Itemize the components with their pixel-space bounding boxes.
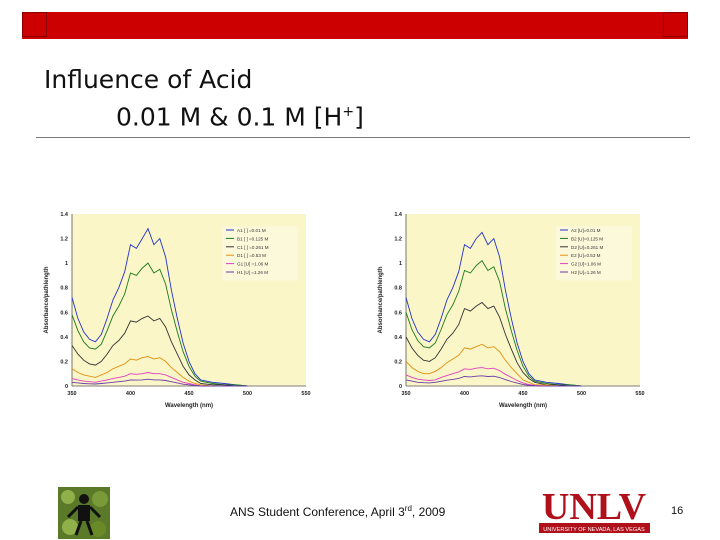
title-line-1: Influence of Acid bbox=[44, 65, 253, 94]
legend-label: D2 [U]=0.261 M bbox=[571, 245, 603, 250]
y-tick-label: 1.2 bbox=[394, 237, 402, 243]
legend-label: E2 [U]=0.53 M bbox=[571, 253, 601, 258]
header-square-left bbox=[22, 12, 47, 37]
plot-area bbox=[406, 214, 640, 386]
series-line-4 bbox=[71, 356, 248, 387]
chart-svg: 0 0.2 0.4 0.6 0.8 1 1.2 1.4 350 400 450 500 550 Wavel… bbox=[378, 212, 645, 409]
y-tick-label: 0.8 bbox=[60, 286, 68, 292]
title-line-2: 0.01 M & 0.1 M [H+] bbox=[44, 96, 364, 133]
title-line-2-main: 0.01 M & 0.1 M [H bbox=[116, 102, 343, 132]
legend-label: C1 [ ] =0.261 M bbox=[237, 245, 269, 250]
series-line-6 bbox=[71, 378, 248, 387]
y-tick-label: 1.4 bbox=[394, 212, 403, 218]
series-line-4 bbox=[405, 343, 582, 387]
x-tick-label: 500 bbox=[243, 391, 252, 397]
header-bar bbox=[22, 12, 688, 39]
legend-box bbox=[556, 226, 632, 281]
x-tick-label: 450 bbox=[518, 391, 527, 397]
y-tick-label: 0.8 bbox=[394, 286, 402, 292]
y-tick-label: 0.2 bbox=[394, 359, 402, 365]
series-line-5 bbox=[405, 367, 582, 387]
legend-label: G1 [U] =1.06 M bbox=[237, 262, 268, 267]
x-tick-label: 550 bbox=[635, 391, 644, 397]
title-line-2-sup: + bbox=[342, 104, 355, 120]
plot-area bbox=[72, 214, 306, 386]
y-tick-label: 0.4 bbox=[60, 335, 69, 341]
footer-text-main: ANS Student Conference, April 3 bbox=[230, 505, 405, 519]
x-axis-label: Wavelength (nm) bbox=[499, 403, 547, 409]
y-tick-label: 1 bbox=[65, 261, 68, 267]
legend-label: A2 [U]=0.01 M bbox=[571, 228, 601, 233]
chart-right: 0 0.2 0.4 0.6 0.8 1 1.2 1.4 350 400 450 500 550 Wavel… bbox=[370, 206, 670, 414]
x-tick-label: 350 bbox=[401, 391, 410, 397]
y-tick-label: 1.4 bbox=[60, 212, 69, 218]
y-tick-label: 0 bbox=[65, 384, 68, 390]
page-number: 16 bbox=[671, 505, 684, 517]
legend-label: G2 [U]=1.06 M bbox=[571, 262, 601, 267]
legend-label: A1 [ ] =0.01 M bbox=[237, 228, 266, 233]
legend-label: B1 [ ] =0.125 M bbox=[237, 236, 268, 241]
series-line-3 bbox=[405, 301, 582, 387]
x-tick-label: 500 bbox=[577, 391, 586, 397]
chart-svg: 0 0.2 0.4 0.6 0.8 1 1.2 1.4 350 400 450 500 550 Wavel… bbox=[44, 212, 311, 409]
footer-text-sup: rd bbox=[404, 504, 412, 513]
series-line-1 bbox=[71, 227, 248, 387]
y-tick-label: 0.2 bbox=[60, 359, 68, 365]
y-axis-label: Absorbance/pathlength bbox=[378, 266, 384, 333]
legend-box bbox=[222, 226, 298, 281]
legend-label: H1 [U] =1.26 M bbox=[237, 270, 268, 275]
legend-label: D1 [ ] =0.53 M bbox=[237, 253, 266, 258]
y-tick-label: 1.2 bbox=[60, 237, 68, 243]
y-tick-label: 0.6 bbox=[394, 310, 402, 316]
conference-logo-icon bbox=[58, 487, 110, 539]
series-line-6 bbox=[405, 375, 582, 387]
y-axis-label: Absorbance/pathlength bbox=[44, 266, 50, 333]
x-tick-label: 450 bbox=[184, 391, 193, 397]
footer-text-end: , 2009 bbox=[411, 505, 446, 519]
title-line-2-end: ] bbox=[354, 102, 364, 132]
series-line-1 bbox=[405, 231, 582, 387]
unlv-logo-subtext: UNIVERSITY OF NEVADA, LAS VEGAS bbox=[543, 527, 645, 533]
header-square-right bbox=[663, 12, 688, 37]
legend-label: B2 [U]=0.125 M bbox=[571, 236, 603, 241]
y-tick-label: 0.6 bbox=[60, 310, 68, 316]
series-line-3 bbox=[71, 315, 248, 387]
x-tick-label: 400 bbox=[460, 391, 469, 397]
y-tick-label: 0 bbox=[399, 384, 402, 390]
slide-title: Influence of Acid 0.01 M & 0.1 M [H+] bbox=[44, 64, 364, 133]
y-tick-label: 0.4 bbox=[394, 335, 403, 341]
x-axis-label: Wavelength (nm) bbox=[165, 403, 213, 409]
x-tick-label: 350 bbox=[67, 391, 76, 397]
unlv-logo-text: UNLV bbox=[542, 486, 647, 528]
title-divider bbox=[36, 137, 690, 138]
footer-conference-text: ANS Student Conference, April 3rd, 2009 bbox=[230, 504, 445, 519]
series-line-2 bbox=[405, 260, 582, 387]
series-line-2 bbox=[71, 262, 248, 387]
x-tick-label: 550 bbox=[301, 391, 310, 397]
unlv-logo: UNLV UNIVERSITY OF NEVADA, LAS VEGAS bbox=[539, 486, 650, 533]
y-tick-label: 1 bbox=[399, 261, 402, 267]
chart-left: 0 0.2 0.4 0.6 0.8 1 1.2 1.4 350 400 450 500 550 Wavel… bbox=[36, 206, 336, 414]
legend-label: H2 [U]=1.26 M bbox=[571, 270, 601, 275]
x-tick-label: 400 bbox=[126, 391, 135, 397]
